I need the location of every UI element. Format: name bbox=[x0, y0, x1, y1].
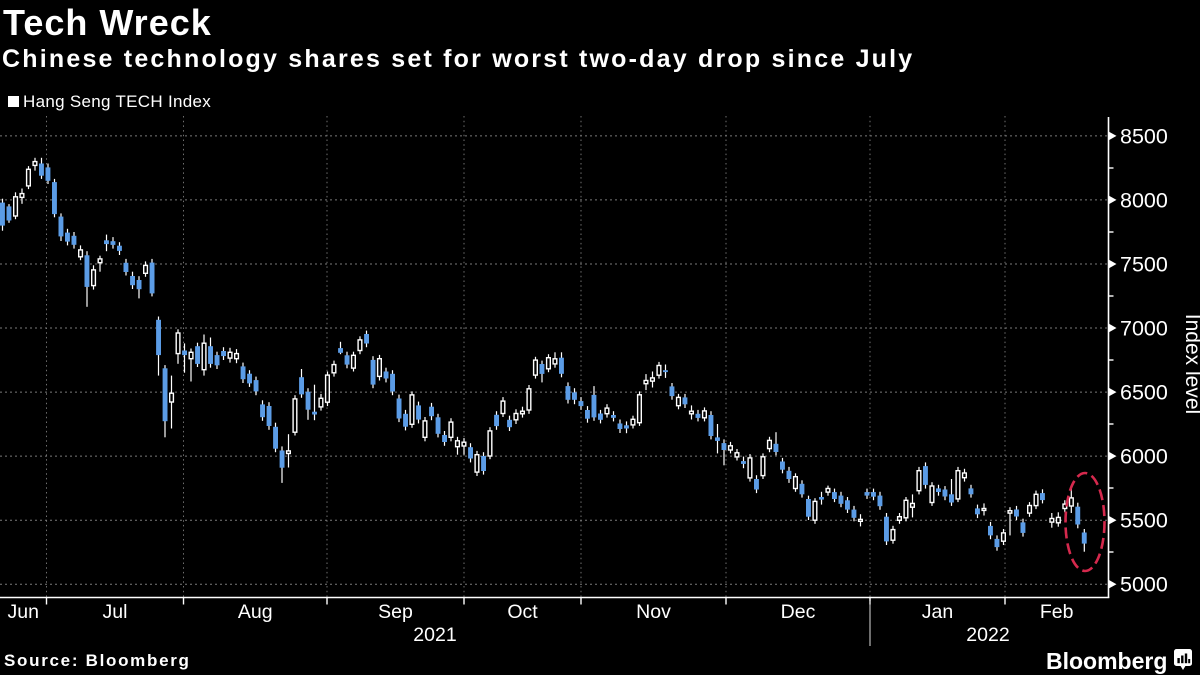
svg-text:5000: 5000 bbox=[1120, 573, 1168, 597]
svg-text:Aug: Aug bbox=[238, 601, 273, 623]
svg-text:5500: 5500 bbox=[1120, 509, 1168, 533]
svg-text:Jan: Jan bbox=[922, 601, 953, 623]
svg-text:Dec: Dec bbox=[781, 601, 816, 623]
svg-text:Index level: Index level bbox=[1181, 314, 1200, 414]
svg-text:6500: 6500 bbox=[1120, 381, 1168, 405]
svg-text:6000: 6000 bbox=[1120, 445, 1168, 469]
svg-text:Feb: Feb bbox=[1040, 601, 1074, 623]
svg-text:8500: 8500 bbox=[1120, 124, 1168, 148]
svg-text:Sep: Sep bbox=[378, 601, 413, 623]
svg-text:7500: 7500 bbox=[1120, 253, 1168, 277]
svg-text:Nov: Nov bbox=[636, 601, 671, 623]
svg-text:2021: 2021 bbox=[413, 624, 456, 646]
svg-text:2022: 2022 bbox=[966, 624, 1009, 646]
svg-text:Jul: Jul bbox=[103, 601, 128, 623]
svg-text:7000: 7000 bbox=[1120, 317, 1168, 341]
svg-text:8000: 8000 bbox=[1120, 188, 1168, 212]
svg-text:Jun: Jun bbox=[7, 601, 38, 623]
svg-text:Oct: Oct bbox=[507, 601, 538, 623]
